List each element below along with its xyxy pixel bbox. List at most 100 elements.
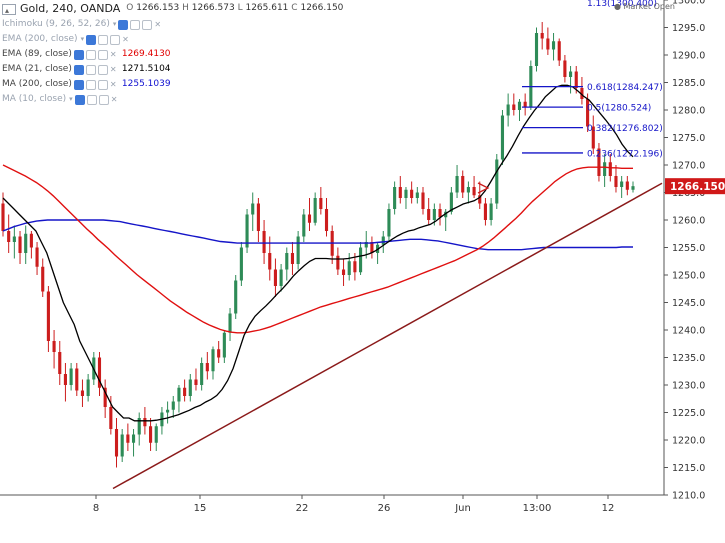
indicator-row[interactable]: EMA (21, close) 1271.5104 (2, 62, 343, 77)
candle-body (563, 60, 567, 77)
indicator-row[interactable]: MA (200, close) 1255.1039 (2, 77, 343, 92)
candle-body (608, 162, 612, 176)
remove-x-icon[interactable] (122, 32, 130, 47)
settings-gear-icon[interactable] (85, 79, 96, 90)
trendline (112, 182, 663, 490)
candle-body (461, 176, 465, 193)
candle-body (580, 88, 584, 99)
dropdown-caret-icon[interactable]: ▾ (112, 20, 117, 28)
visibility-eye-icon[interactable] (118, 19, 129, 30)
indicator-name: EMA (89, close) (2, 49, 72, 59)
candle-body (500, 115, 505, 160)
visibility-eye-icon[interactable] (73, 49, 84, 60)
x-tick-label: 15 (194, 503, 207, 514)
candle-body (80, 390, 85, 396)
remove-x-icon[interactable] (154, 17, 162, 32)
candle-body (523, 101, 527, 108)
symbol-title: Gold, 240, OANDA (20, 2, 121, 15)
visibility-eye-icon[interactable] (73, 64, 84, 75)
indicator-row[interactable]: Ichimoku (9, 26, 52, 26) ▾ (2, 17, 343, 32)
fib-level-label: 0.618(1284.247) (587, 83, 663, 93)
y-tick-label: 1285.0 (672, 78, 705, 89)
candle-body (614, 176, 618, 187)
y-tick-label: 1230.0 (672, 381, 705, 392)
format-icon[interactable] (97, 49, 108, 60)
chart-legend: Gold, 240, OANDA O 1266.153 H 1266.573 L… (2, 0, 343, 107)
candle-body (574, 71, 578, 88)
remove-x-icon[interactable] (110, 47, 118, 62)
visibility-eye-icon[interactable] (74, 94, 85, 105)
candle-body (69, 368, 73, 385)
candle-body (540, 33, 544, 39)
settings-gear-icon[interactable] (85, 64, 96, 75)
format-icon[interactable] (142, 19, 153, 30)
candle-body (512, 104, 516, 110)
indicator-row[interactable]: EMA (89, close) 1269.4130 (2, 47, 343, 62)
candle-body (324, 209, 329, 231)
candle-body (506, 104, 510, 116)
candle-body (35, 247, 39, 267)
candle-body (205, 363, 209, 372)
candle-body (546, 38, 550, 50)
candle-body (421, 192, 425, 209)
x-tick-label: 8 (93, 503, 99, 514)
indicator-name: Ichimoku (9, 26, 52, 26) (2, 19, 110, 29)
candle-body (143, 418, 147, 427)
y-tick-label: 1295.0 (672, 23, 705, 34)
candle-body (336, 255, 340, 270)
candle-body (217, 349, 221, 358)
y-tick-label: 1250.0 (672, 271, 705, 282)
candle-body (279, 269, 283, 286)
format-icon[interactable] (97, 79, 108, 90)
symbol-row: Gold, 240, OANDA O 1266.153 H 1266.573 L… (2, 0, 343, 19)
candle-body (256, 203, 260, 231)
ema21-line (2, 84, 634, 422)
candle-body (591, 126, 595, 149)
candle-body (557, 41, 561, 61)
candle-body (251, 203, 255, 215)
format-icon[interactable] (98, 94, 109, 105)
candle-body (41, 266, 45, 292)
indicator-row[interactable]: MA (10, close) ▾ (2, 92, 343, 107)
x-tick-label: Jun (454, 503, 471, 514)
settings-gear-icon[interactable] (85, 49, 96, 60)
visibility-eye-icon[interactable] (73, 79, 84, 90)
format-icon[interactable] (97, 64, 108, 75)
remove-x-icon[interactable] (110, 62, 118, 77)
y-tick-label: 1225.0 (672, 408, 705, 419)
dropdown-caret-icon[interactable]: ▾ (80, 35, 85, 43)
collapse-legend-icon[interactable] (2, 2, 16, 19)
indicator-row[interactable]: EMA (200, close) ▾ (2, 32, 343, 47)
visibility-eye-icon[interactable] (86, 34, 97, 45)
remove-x-icon[interactable] (110, 77, 118, 92)
format-icon[interactable] (110, 34, 121, 45)
candle-body (472, 187, 476, 196)
candle-body (222, 332, 226, 358)
indicator-name: MA (200, close) (2, 79, 72, 89)
dropdown-caret-icon[interactable]: ▾ (69, 95, 73, 103)
settings-gear-icon[interactable] (98, 34, 109, 45)
candle-body (586, 99, 590, 127)
candle-body (370, 242, 374, 253)
candle-body (63, 374, 67, 385)
candle-body (131, 434, 136, 443)
candle-body (313, 198, 317, 223)
fib-level-label: 0.382(1276.802) (587, 124, 663, 134)
indicator-name: EMA (21, close) (2, 64, 72, 74)
indicator-value: 1255.1039 (121, 79, 171, 89)
remove-x-icon[interactable] (111, 92, 119, 107)
settings-gear-icon[interactable] (130, 19, 141, 30)
candle-body (211, 349, 215, 372)
y-tick-label: 1300.0 (672, 0, 705, 7)
candle-body (387, 209, 391, 237)
candle-body (353, 261, 357, 273)
y-tick-label: 1290.0 (672, 51, 705, 62)
candle-body (398, 187, 402, 198)
candle-body (393, 187, 397, 209)
arrow-marker-icon (477, 182, 490, 194)
settings-gear-icon[interactable] (86, 94, 97, 105)
candle-body (137, 418, 141, 435)
y-tick-label: 1260.0 (672, 216, 705, 227)
candle-body (149, 426, 153, 443)
